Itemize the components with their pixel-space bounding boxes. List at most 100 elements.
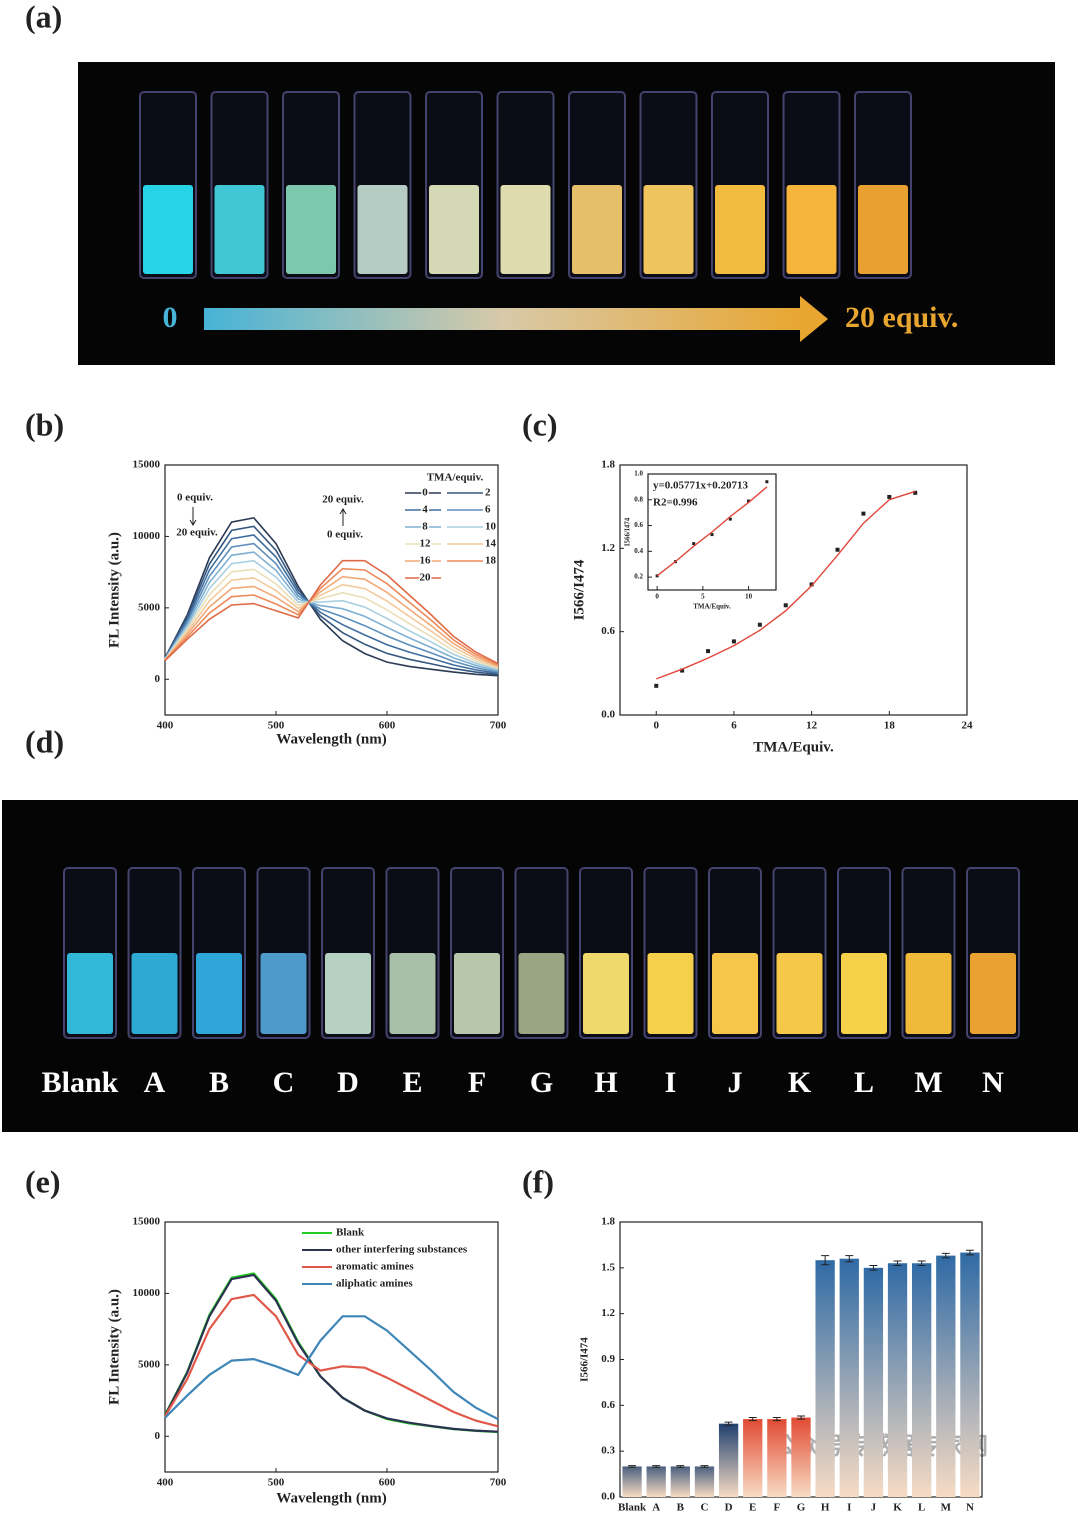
line-series — [164, 1293, 499, 1428]
arrow-body — [204, 308, 804, 330]
y-tick-label: 15000 — [133, 1216, 161, 1228]
line-series — [164, 577, 499, 668]
error-bar — [941, 1252, 950, 1259]
cuvette-liquid — [131, 953, 178, 1034]
sample-label: I — [665, 1066, 677, 1099]
error-bar — [772, 1417, 781, 1422]
annotation: 0 equiv. — [327, 529, 363, 541]
x-tick-label: 500 — [268, 720, 285, 732]
bar — [622, 1466, 642, 1497]
legend-label: 20 — [420, 572, 432, 584]
error-bar — [917, 1260, 926, 1267]
bar — [960, 1252, 980, 1497]
bar — [743, 1419, 763, 1497]
x-tick-label: 600 — [379, 720, 396, 732]
legend-label: 6 — [485, 504, 491, 516]
y-tick-label: 0.6 — [634, 521, 643, 529]
x-tick-label: 24 — [962, 720, 974, 732]
y-tick-label: 0.6 — [601, 1399, 615, 1411]
line-series — [164, 1273, 499, 1433]
cuvette-liquid — [786, 185, 837, 274]
cuvette-liquid — [647, 953, 694, 1034]
fit-line — [656, 490, 916, 680]
point — [861, 511, 866, 516]
x-tick-label: C — [700, 1502, 708, 1514]
error-bar — [700, 1465, 709, 1468]
x-tick-label: I — [847, 1502, 851, 1514]
bar — [718, 1423, 739, 1497]
legend-label: 12 — [420, 538, 432, 550]
bar — [791, 1417, 811, 1497]
line-series — [164, 542, 499, 673]
point — [710, 533, 714, 537]
cuvette-liquid — [715, 185, 765, 274]
bar — [887, 1263, 908, 1497]
x-axis-label: Wavelength (nm) — [276, 731, 386, 747]
cuvette-liquid — [260, 953, 307, 1034]
x-tick-label: 12 — [806, 720, 818, 732]
cuvette-liquid — [970, 953, 1016, 1034]
line-series — [164, 567, 499, 666]
legend-label: aromatic amines — [336, 1261, 414, 1273]
annotation: 0 equiv. — [177, 492, 213, 504]
sample-label: L — [854, 1066, 874, 1099]
legend-label: 14 — [485, 538, 497, 550]
y-tick-label: 0 — [155, 673, 161, 685]
point — [680, 668, 685, 673]
cuvette-liquid — [905, 953, 952, 1034]
legend-label: 10 — [485, 521, 497, 533]
y-axis-label: I566/I474 — [571, 559, 587, 620]
x-tick-label: 5 — [701, 593, 705, 601]
panel-label: (b) — [25, 406, 64, 442]
cuvette-liquid — [572, 185, 622, 274]
cuvette-liquid — [712, 953, 758, 1034]
cuvette-liquid — [67, 953, 113, 1034]
sample-label: F — [468, 1066, 486, 1099]
point — [887, 494, 892, 499]
cuvette-liquid — [841, 953, 887, 1034]
end-label: 20 equiv. — [845, 301, 958, 334]
cuvette-liquid — [325, 953, 371, 1034]
fit-line — [656, 486, 768, 577]
error-bar — [845, 1255, 854, 1263]
sample-label: M — [914, 1066, 942, 1099]
plot-frame — [164, 1221, 499, 1473]
legend-label: 2 — [485, 487, 491, 499]
point — [747, 499, 751, 503]
panel-label: (f) — [522, 1163, 554, 1199]
x-tick-label: Blank — [618, 1502, 647, 1514]
legend-label: Blank — [336, 1227, 365, 1239]
sample-label: A — [144, 1066, 166, 1099]
y-tick-label: 1.0 — [634, 470, 643, 478]
point — [783, 603, 788, 608]
bar — [912, 1263, 932, 1497]
x-tick-label: F — [773, 1502, 780, 1514]
bar — [863, 1267, 884, 1497]
x-tick-label: 500 — [268, 1477, 285, 1489]
cuvette-liquid — [454, 953, 500, 1034]
line-series — [164, 551, 499, 672]
x-tick-label: 400 — [157, 720, 174, 732]
sample-label: D — [337, 1066, 359, 1099]
bar — [936, 1255, 956, 1497]
bar — [670, 1466, 690, 1497]
bar — [839, 1258, 859, 1497]
x-tick-label: J — [871, 1502, 877, 1514]
legend-title: TMA/equiv. — [427, 472, 484, 484]
sample-label: J — [728, 1066, 743, 1099]
x-tick-label: 10 — [745, 593, 753, 601]
y-tick-label: 1.8 — [601, 1216, 615, 1228]
y-tick-label: 0.6 — [601, 625, 615, 637]
point — [654, 683, 659, 688]
line-series — [164, 525, 499, 676]
line-series — [164, 1315, 499, 1421]
line-series — [164, 559, 499, 671]
y-tick-label: 0.0 — [601, 709, 615, 721]
panel-label: (e) — [25, 1163, 61, 1199]
panel-label: (c) — [522, 406, 558, 442]
error-bar — [652, 1465, 661, 1468]
sample-label: E — [402, 1066, 422, 1099]
point — [706, 649, 711, 654]
y-tick-label: 0.9 — [601, 1353, 615, 1365]
cuvette-liquid — [357, 185, 408, 274]
